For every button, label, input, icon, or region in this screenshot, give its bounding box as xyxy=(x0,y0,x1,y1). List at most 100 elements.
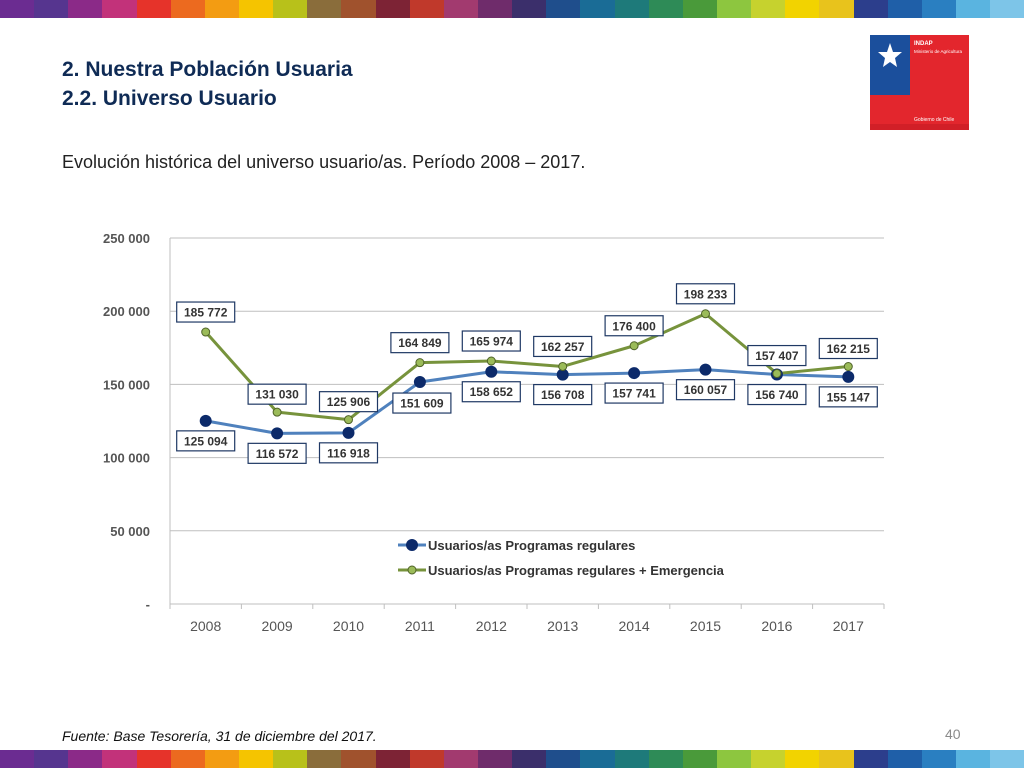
data-point-emergencia xyxy=(843,362,853,372)
stripe-segment xyxy=(614,0,649,18)
data-label-regulares: 158 652 xyxy=(470,385,514,399)
stripe-segment xyxy=(204,750,239,768)
stripe-segment xyxy=(477,0,513,18)
stripe-segment xyxy=(68,0,103,18)
stripe-segment xyxy=(819,750,854,768)
stripe-segment xyxy=(921,0,956,18)
data-point-regulares xyxy=(271,427,284,440)
data-point-regulares xyxy=(342,426,355,439)
stripe-segment xyxy=(0,0,35,18)
data-label-emergencia: 185 772 xyxy=(184,306,228,320)
data-point-emergencia xyxy=(272,407,282,417)
stripe-segment xyxy=(921,750,956,768)
data-point-emergencia xyxy=(558,361,568,371)
stripe-segment xyxy=(273,750,308,768)
data-label-emergencia: 162 257 xyxy=(541,340,585,354)
stripe-segment xyxy=(990,0,1024,18)
data-point-regulares xyxy=(485,365,498,378)
y-tick-label: 100 000 xyxy=(103,451,150,466)
stripe-segment xyxy=(102,0,137,18)
stripe-segment xyxy=(136,0,171,18)
stripe-segment xyxy=(307,750,342,768)
stripe-segment xyxy=(238,0,274,18)
stripe-segment xyxy=(307,0,342,18)
data-label-emergencia-box xyxy=(747,344,807,367)
data-label-emergencia: 125 906 xyxy=(327,395,371,409)
bottom-color-stripe xyxy=(0,750,1024,768)
stripe-segment xyxy=(136,750,171,768)
data-label-emergencia-box xyxy=(675,283,736,305)
data-point-regulares xyxy=(413,376,426,389)
data-label-regulares: 155 147 xyxy=(827,390,871,404)
y-tick-label: 250 000 xyxy=(103,231,150,246)
data-label-emergencia-box xyxy=(390,332,450,354)
chile-coat-of-arms-icon xyxy=(878,43,902,67)
stripe-segment xyxy=(102,750,137,768)
data-label-regulares: 116 918 xyxy=(327,446,370,460)
data-point-regulares xyxy=(842,370,855,383)
x-tick-label: 2009 xyxy=(262,618,293,634)
data-label-regulares: 156 740 xyxy=(755,388,799,402)
data-label-emergencia-box xyxy=(247,383,307,405)
stripe-segment xyxy=(273,0,308,18)
data-label-regulares-box xyxy=(533,383,593,406)
data-label-regulares-box xyxy=(247,442,307,464)
data-label-emergencia: 165 974 xyxy=(470,335,514,349)
data-point-regulares xyxy=(199,414,212,427)
heading-line-2: 2.2. Universo Usuario xyxy=(62,87,277,110)
stripe-segment xyxy=(34,750,69,768)
stripe-segment xyxy=(785,0,820,18)
data-label-emergencia-box xyxy=(176,301,236,323)
stripe-segment xyxy=(409,0,444,18)
stripe-segment xyxy=(341,750,376,768)
stripe-segment xyxy=(170,750,205,768)
stripe-segment xyxy=(409,750,444,768)
page-number: 40 xyxy=(945,726,961,742)
logo-ministry: Ministerio de Agricultura xyxy=(914,49,963,54)
x-tick-label: 2016 xyxy=(761,618,792,634)
data-label-regulares: 151 609 xyxy=(400,397,444,411)
x-tick-label: 2008 xyxy=(190,618,221,634)
data-label-emergencia: 176 400 xyxy=(612,319,656,333)
logo-name: INDAP xyxy=(914,41,933,47)
stripe-segment xyxy=(375,0,410,18)
data-label-regulares: 125 094 xyxy=(184,434,228,448)
x-tick-label: 2017 xyxy=(833,618,864,634)
data-label-emergencia-box xyxy=(461,330,521,352)
data-label-regulares: 156 708 xyxy=(541,388,585,402)
stripe-segment xyxy=(682,0,717,18)
data-point-emergencia xyxy=(772,369,782,379)
data-label-emergencia: 162 215 xyxy=(827,342,871,356)
x-tick-label: 2014 xyxy=(619,618,650,634)
stripe-segment xyxy=(443,0,478,18)
data-point-emergencia xyxy=(486,356,496,366)
stripe-segment xyxy=(546,750,581,768)
y-tick-label: 200 000 xyxy=(103,304,150,319)
stripe-segment xyxy=(955,750,991,768)
stripe-segment xyxy=(990,750,1024,768)
stripe-segment xyxy=(204,0,239,18)
stripe-segment xyxy=(648,0,683,18)
top-color-stripe xyxy=(0,0,1024,18)
section-heading: 2. Nuestra Población Usuaria 2.2. Univer… xyxy=(62,55,353,113)
data-point-emergencia xyxy=(201,327,211,337)
legend-marker-regulares xyxy=(406,539,418,551)
x-tick-label: 2010 xyxy=(333,618,364,634)
stripe-segment xyxy=(853,750,888,768)
data-label-emergencia: 157 407 xyxy=(755,349,799,363)
data-label-emergencia: 164 849 xyxy=(398,336,442,350)
series-line-regulares xyxy=(205,368,849,435)
stripe-segment xyxy=(34,0,69,18)
data-label-regulares-box xyxy=(392,392,452,414)
stripe-segment xyxy=(375,750,410,768)
data-label-emergencia-box xyxy=(533,335,593,358)
legend-marker-emergencia xyxy=(407,565,417,575)
stripe-segment xyxy=(682,750,717,768)
stripe-segment xyxy=(853,0,888,18)
data-label-regulares-box xyxy=(461,381,521,403)
data-point-emergencia xyxy=(344,415,353,425)
stripe-segment xyxy=(580,0,615,18)
source-note: Fuente: Base Tesorería, 31 de diciembre … xyxy=(62,728,377,744)
stripe-segment xyxy=(614,750,649,768)
stripe-segment xyxy=(955,0,991,18)
